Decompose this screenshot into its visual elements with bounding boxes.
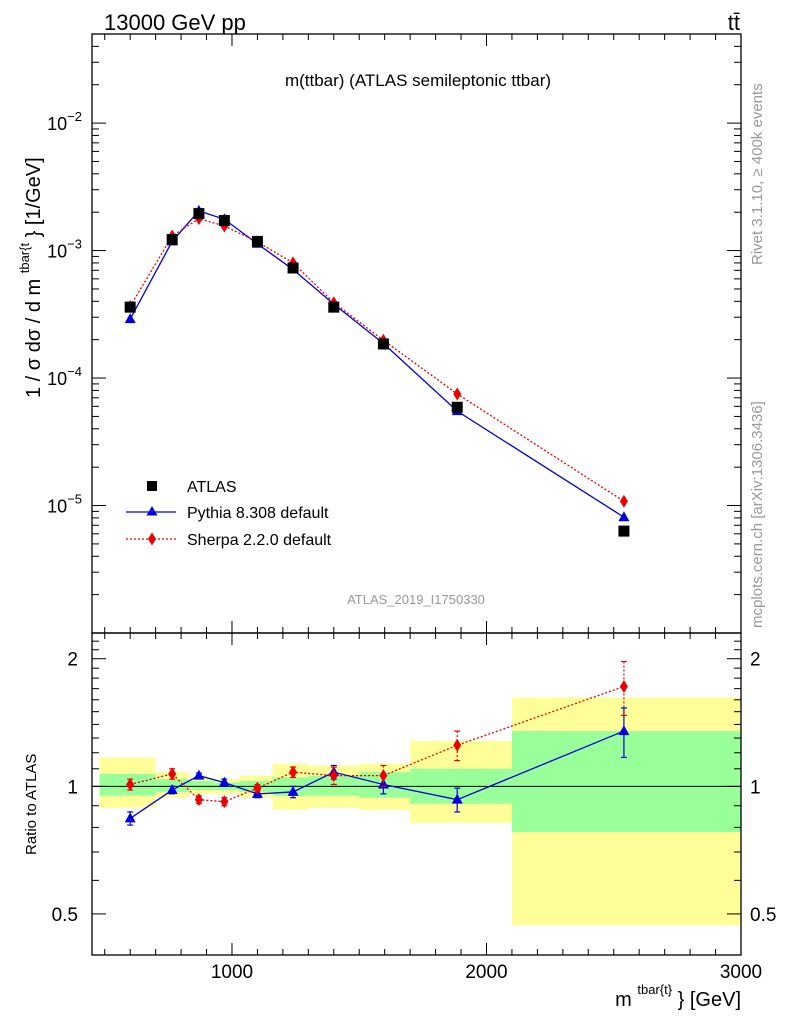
ratio-y-tick-label: 2: [67, 650, 78, 671]
sherpa-ratio-point: [619, 679, 628, 693]
pythia-ratio-point: [218, 776, 230, 787]
atlas-point: [287, 262, 299, 274]
main-y-label-sup: tbar{t: [17, 243, 32, 274]
atlas-point: [166, 234, 178, 246]
ratio-y-axis-label: Ratio to ATLAS: [23, 754, 40, 855]
sherpa-line: [129, 217, 625, 502]
svg-text:1 / σ dσ / d m tbar{t: 1 / σ dσ / d m tbar{t } [1/GeV]: [12, 157, 45, 398]
ratio-panel-frame: 1000 2000 3000 0.5 0.5 1 1 2 2: [52, 632, 776, 983]
energy-label: 13000 GeV pp: [104, 10, 246, 35]
plot-title: m(ttbar) (ATLAS semileptonic ttbar): [285, 71, 551, 90]
ratio-y-tick-label-right: 0.5: [750, 905, 776, 926]
ratio-y-tick-label-right: 1: [750, 777, 761, 798]
pythia-ratio-point: [166, 784, 178, 795]
sherpa-ratio-point: [168, 767, 177, 781]
pythia-ratio-point: [124, 812, 136, 823]
svg-text:m tbar{t} } [GeV]: m tbar{t} } [GeV]: [615, 977, 741, 1011]
ratio-panel-series: [124, 660, 630, 826]
atlas-point: [251, 235, 263, 247]
x-tick-label: 1000: [211, 962, 253, 983]
ratio-y-tick-label: 1: [67, 777, 78, 798]
sherpa-ratio-point: [289, 765, 298, 779]
main-y-label-tail: } [1/GeV]: [23, 157, 45, 237]
legend-pythia-label: Pythia 8.308 default: [187, 505, 329, 522]
x-tick-label: 2000: [465, 962, 507, 983]
legend-atlas-label: ATLAS: [187, 479, 237, 496]
x-axis-label: m tbar{t} } [GeV]: [615, 977, 741, 1011]
stat-uncertainty-band: [308, 775, 360, 796]
legend: ATLAS Pythia 8.308 default Sherpa 2.2.0 …: [126, 479, 332, 549]
main-y-axis-label: 1 / σ dσ / d m tbar{t } [1/GeV]: [12, 157, 45, 398]
stat-uncertainty-band: [188, 780, 215, 791]
x-label-tail: } [GeV]: [678, 989, 741, 1011]
pythia-ratio-point: [193, 769, 205, 780]
x-tick-label: 3000: [720, 962, 762, 983]
main-y-tick-label: 10−3: [47, 237, 82, 262]
sherpa-ratio-point: [220, 795, 229, 809]
sherpa-ratio-point: [126, 777, 135, 791]
atlas-point: [618, 525, 630, 537]
main-y-tick-label: 10−5: [47, 492, 82, 517]
x-label-main: m: [615, 989, 632, 1011]
legend-pythia-marker: [146, 506, 158, 516]
sherpa-point: [453, 387, 462, 401]
main-panel-series: [124, 204, 630, 537]
x-label-sup: tbar{t}: [637, 982, 672, 997]
sherpa-ratio-point: [194, 793, 203, 807]
atlas-point: [328, 301, 340, 313]
mcplots-label: mcplots.cern.ch [arXiv:1306.3436]: [749, 401, 766, 628]
analysis-id: ATLAS_2019_I1750330: [347, 592, 485, 607]
sherpa-ratio-point: [253, 781, 262, 795]
pythia-point: [124, 313, 136, 324]
main-y-label-main: 1 / σ dσ / d m: [23, 279, 45, 398]
pythia-ratio-line: [129, 730, 625, 819]
main-y-tick-label: 10−4: [47, 364, 82, 389]
atlas-point: [377, 338, 389, 350]
main-y-tick-label: 10−2: [47, 109, 82, 134]
pythia-point: [618, 511, 630, 522]
ratio-y-tick-label-right: 2: [750, 650, 761, 671]
ratio-plot-border: [91, 632, 742, 956]
ratio-y-tick-label: 0.5: [52, 905, 78, 926]
ratio-uncertainty-bands: [99, 697, 741, 926]
sherpa-ratio-line: [130, 685, 625, 803]
rivet-label: Rivet 3.1.10, ≥ 400k events: [749, 83, 766, 265]
atlas-point: [193, 208, 205, 220]
atlas-point: [218, 215, 230, 227]
pythia-ratio-point: [451, 793, 463, 804]
pythia-ratio-point: [287, 785, 299, 796]
process-label: tt̄: [728, 10, 740, 35]
sherpa-ratio-point: [329, 769, 338, 783]
pythia-line: [129, 210, 625, 518]
sherpa-point: [619, 494, 628, 508]
legend-sherpa-marker: [148, 532, 156, 546]
legend-sherpa-label: Sherpa 2.2.0 default: [187, 532, 332, 549]
sherpa-ratio-point: [453, 738, 462, 752]
atlas-point: [451, 401, 463, 413]
main-panel-frame: 10−2 10−3 10−4 10−5: [47, 33, 742, 634]
legend-atlas-marker: [147, 481, 157, 491]
sherpa-ratio-point: [379, 769, 388, 783]
atlas-point: [124, 301, 136, 313]
pythia-ratio-point: [618, 725, 630, 736]
stat-uncertainty-band: [511, 731, 741, 833]
